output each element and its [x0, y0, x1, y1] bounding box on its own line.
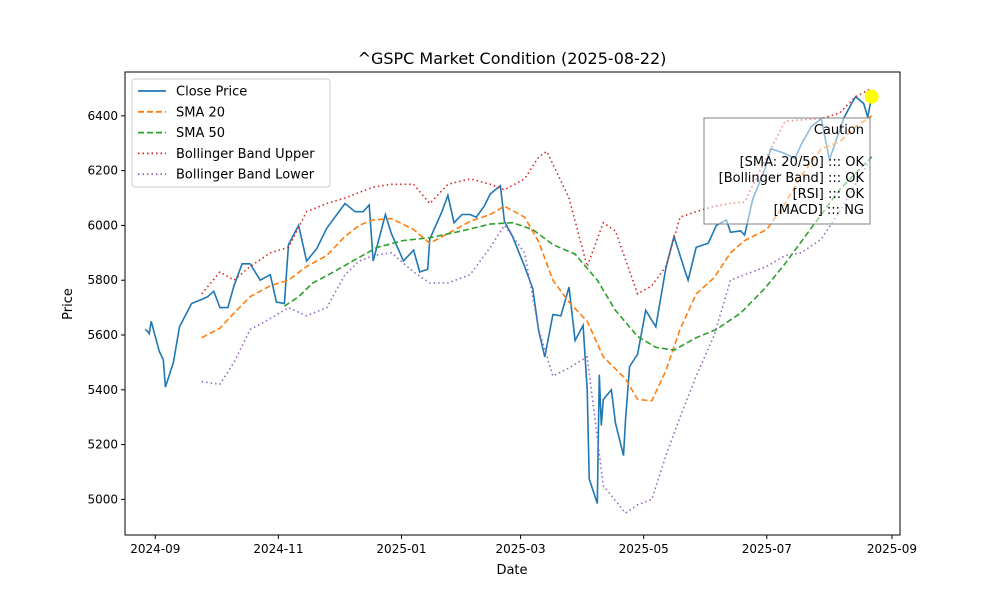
annotation-frame — [703, 117, 871, 225]
y-tick-label: 5400 — [87, 383, 118, 397]
y-tick-label: 6000 — [87, 218, 118, 232]
legend: Close Price SMA 20 SMA 50 Bollinger Band Up… — [131, 78, 331, 188]
series-line-2 — [283, 156, 873, 351]
x-tick-label: 2024-09 — [130, 542, 180, 556]
legend-frame — [131, 78, 331, 188]
series-line-0 — [144, 95, 873, 504]
x-tick-label: 2024-11 — [253, 542, 303, 556]
legend-label-0: Close Price — [176, 85, 247, 100]
x-tick-label: 2025-09 — [867, 542, 917, 556]
x-tick-label: 2025-05 — [619, 542, 669, 556]
condition-annotation-box: Caution[SMA: 20/50] ::: OK[Bollinger Ban… — [703, 117, 871, 225]
x-tick-label: 2025-01 — [376, 542, 426, 556]
plot-frame — [124, 71, 901, 536]
y-axis: 5000 5200 5400 5600 5800 6000 6200 6400 — [87, 109, 125, 506]
legend-label-3: Bollinger Band Upper — [176, 147, 315, 162]
legend-label-1: SMA 20 — [176, 105, 225, 120]
annotation-line-2: [SMA: 20/50] ::: OK — [740, 155, 865, 170]
y-tick-label: 5600 — [87, 328, 118, 342]
x-tick-label: 2025-07 — [742, 542, 792, 556]
x-axis-label: Date — [496, 563, 527, 578]
legend-label-4: Bollinger Band Lower — [176, 168, 315, 183]
series-line-4 — [201, 156, 873, 515]
annotation-line-5: [MACD] ::: NG — [774, 203, 864, 218]
series-line-1 — [201, 115, 873, 402]
annotation-line-4: [RSI] ::: OK — [793, 187, 865, 202]
current-price-marker — [864, 89, 879, 104]
y-axis-label: Price — [61, 288, 76, 320]
y-tick-label: 5000 — [87, 492, 118, 506]
y-tick-label: 5800 — [87, 273, 118, 287]
x-tick-label: 2025-03 — [496, 542, 546, 556]
annotation-line-0: Caution — [814, 123, 864, 138]
chart-title: ^GSPC Market Condition (2025-08-22) — [358, 49, 667, 68]
annotation-line-3: [Bollinger Band] ::: OK — [719, 171, 865, 186]
y-tick-label: 6400 — [87, 109, 118, 123]
y-tick-label: 5200 — [87, 438, 118, 452]
x-axis: 2024-09 2024-11 2025-01 2025-03 2025-05 2025-… — [130, 535, 917, 556]
y-tick-label: 6200 — [87, 164, 118, 178]
legend-label-2: SMA 50 — [176, 126, 225, 141]
